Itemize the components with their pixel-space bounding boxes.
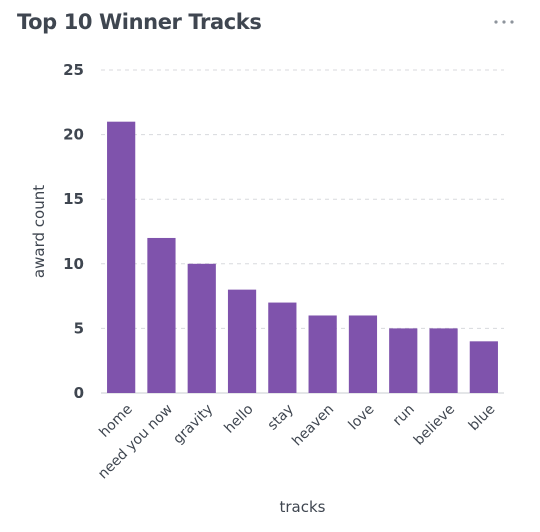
x-axis-title: tracks bbox=[280, 498, 326, 516]
x-tick-label: home bbox=[96, 401, 135, 440]
bar bbox=[107, 121, 136, 394]
x-tick-label: heaven bbox=[289, 401, 337, 449]
more-options-button[interactable] bbox=[488, 10, 520, 34]
x-tick-label: hello bbox=[221, 401, 256, 436]
bar bbox=[429, 328, 458, 393]
bar bbox=[348, 315, 378, 393]
y-axis-title: award count bbox=[30, 185, 48, 278]
y-tick-label: 0 bbox=[74, 384, 84, 402]
bar bbox=[147, 237, 176, 393]
x-tick-label: blue bbox=[466, 401, 499, 434]
x-tick-label: believe bbox=[411, 401, 458, 448]
more-horizontal-icon bbox=[494, 20, 514, 24]
bar bbox=[308, 315, 337, 393]
y-tick-label: 5 bbox=[74, 319, 84, 337]
x-tick-label: run bbox=[390, 401, 418, 429]
y-tick-label: 25 bbox=[63, 61, 84, 79]
bar bbox=[268, 302, 297, 393]
bar bbox=[389, 328, 418, 393]
y-tick-label: 15 bbox=[63, 190, 84, 208]
bar bbox=[469, 341, 498, 393]
x-tick-label: need you now bbox=[95, 401, 176, 482]
bar bbox=[227, 289, 257, 393]
x-tick-label: stay bbox=[265, 401, 297, 433]
bar bbox=[187, 263, 216, 393]
x-tick-label: love bbox=[345, 401, 377, 433]
x-tick-label: gravity bbox=[170, 401, 216, 447]
chart-title: Top 10 Winner Tracks bbox=[17, 10, 262, 34]
y-tick-label: 20 bbox=[63, 126, 84, 144]
y-tick-label: 10 bbox=[63, 255, 84, 273]
